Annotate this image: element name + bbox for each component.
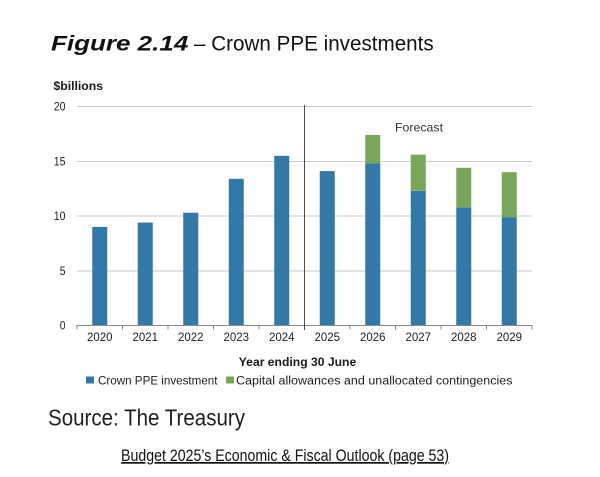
svg-text:Crown PPE investment: Crown PPE investment: [98, 376, 218, 388]
svg-text:Budget 2025’s Economic & Fisca: Budget 2025’s Economic & Fiscal Outlook …: [121, 446, 449, 465]
svg-text:Year ending 30 June: Year ending 30 June: [239, 357, 357, 369]
svg-text:2029: 2029: [497, 332, 523, 344]
svg-text:2022: 2022: [178, 332, 204, 344]
svg-text:2025: 2025: [315, 332, 341, 344]
svg-text:2026: 2026: [360, 332, 386, 344]
svg-text:Capital allowances and unalloc: Capital allowances and unallocated conti…: [236, 376, 513, 388]
svg-text:Figure 2.14 – Crown PPE invest: Figure 2.14 – Crown PPE investments: [51, 33, 434, 56]
svg-text:Source: The Treasury: Source: The Treasury: [48, 404, 245, 430]
svg-text:$billions: $billions: [54, 81, 104, 93]
svg-text:10: 10: [54, 211, 66, 223]
svg-text:0: 0: [60, 321, 66, 333]
svg-text:2024: 2024: [269, 332, 295, 344]
svg-text:5: 5: [60, 266, 66, 278]
svg-text:2020: 2020: [87, 332, 113, 344]
svg-text:2023: 2023: [224, 332, 250, 344]
svg-text:2021: 2021: [133, 332, 159, 344]
svg-text:20: 20: [54, 102, 66, 114]
svg-text:2028: 2028: [451, 332, 477, 344]
svg-text:2027: 2027: [406, 332, 432, 344]
svg-text:Forecast: Forecast: [395, 121, 444, 135]
svg-text:15: 15: [54, 156, 66, 168]
